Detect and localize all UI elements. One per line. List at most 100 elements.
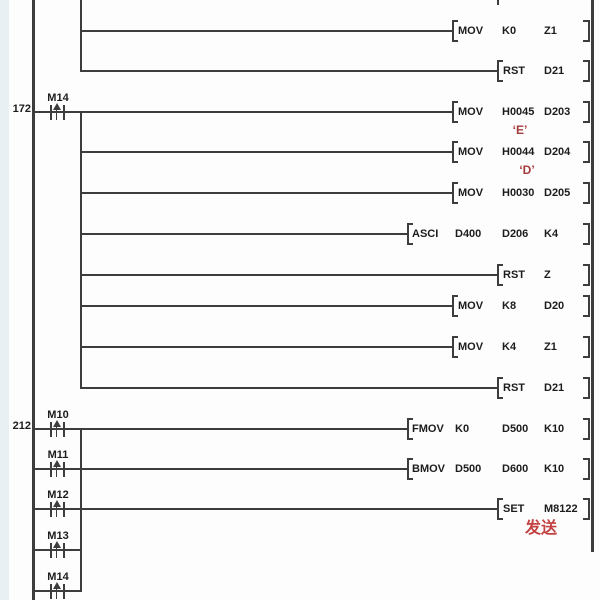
instruction-operand: K4	[544, 228, 559, 240]
instruction-operand: K4	[502, 341, 517, 353]
contact-m10[interactable]: M10	[28, 409, 88, 439]
open-bracket	[452, 336, 454, 358]
pulse-up-arrow-icon	[52, 460, 61, 467]
close-bracket-serif-bottom	[582, 438, 590, 440]
rung-wire	[80, 192, 453, 194]
instruction-operand: K8	[502, 300, 517, 312]
contact-bar-left	[50, 502, 52, 517]
contact-label: M11	[47, 449, 69, 461]
pulse-arrow-stem	[55, 506, 58, 517]
close-bracket-serif-top	[582, 223, 590, 225]
close-bracket-serif-bottom	[582, 121, 590, 123]
open-bracket-serif-top	[497, 264, 503, 266]
open-bracket	[497, 377, 499, 399]
instruction-name: MOV	[458, 146, 484, 158]
instruction-name: FMOV	[412, 423, 444, 435]
close-bracket	[588, 182, 590, 204]
open-bracket-serif-bottom	[407, 243, 413, 245]
open-bracket	[407, 418, 409, 440]
close-bracket-serif-top	[582, 264, 590, 266]
close-bracket	[588, 377, 590, 399]
contact-m14[interactable]: M14	[28, 571, 88, 600]
contact-bar-left	[50, 584, 52, 599]
contact-bar-left	[50, 462, 52, 477]
instruction-name: ASCI	[412, 228, 439, 240]
device-annotation: ‘E’	[512, 123, 528, 138]
open-bracket-serif-bottom	[452, 202, 458, 204]
open-bracket-serif-top	[452, 141, 458, 143]
rung-wire	[32, 428, 408, 430]
instruction-name: MOV	[458, 187, 484, 199]
close-bracket-serif-bottom	[582, 202, 590, 204]
contact-bar-left	[50, 422, 52, 437]
contact-label: M13	[47, 530, 69, 542]
open-bracket-serif-bottom	[452, 161, 458, 163]
open-bracket	[497, 498, 499, 520]
close-bracket-serif-bottom	[582, 478, 590, 480]
rung-wire	[80, 346, 453, 348]
pulse-arrow-stem	[55, 588, 58, 599]
close-bracket	[588, 141, 590, 163]
contact-bar-right	[62, 543, 65, 558]
close-bracket	[588, 20, 590, 42]
contact-m14[interactable]: M14	[28, 92, 88, 122]
contact-label: M12	[47, 489, 69, 501]
rung-wire	[32, 508, 498, 510]
pulse-up-arrow-icon	[52, 582, 61, 589]
right-power-rail	[591, 0, 594, 552]
instruction-name: BMOV	[412, 463, 445, 475]
contact-bar-left	[50, 543, 52, 558]
rung-wire	[80, 233, 408, 235]
instruction-name: RST	[503, 65, 525, 77]
instruction-operand: D500	[455, 463, 482, 475]
contact-m11[interactable]: M11	[28, 449, 88, 479]
open-bracket-serif-top	[452, 182, 458, 184]
open-bracket-serif-top	[407, 418, 413, 420]
close-bracket-serif-top	[582, 101, 590, 103]
instruction-name: MOV	[458, 25, 484, 37]
instruction-name: MOV	[458, 106, 484, 118]
instruction-operand: D204	[544, 146, 571, 158]
open-bracket	[407, 223, 409, 245]
left-bus-rail	[32, 0, 35, 600]
rung-wire	[80, 151, 453, 153]
close-bracket-serif-bottom	[582, 161, 590, 163]
open-bracket-serif-bottom	[497, 518, 503, 520]
open-bracket-serif-bottom	[407, 478, 413, 480]
contact-bar-right	[62, 462, 65, 477]
instruction-operand: K0	[455, 423, 470, 435]
contact-m12[interactable]: M12	[28, 489, 88, 519]
close-bracket	[588, 418, 590, 440]
instruction-operand: H0044	[502, 146, 535, 158]
close-bracket	[588, 498, 590, 520]
close-bracket-serif-bottom	[582, 315, 590, 317]
instruction-operand: D21	[544, 65, 565, 77]
open-bracket	[452, 101, 454, 123]
close-bracket-serif-top	[582, 336, 590, 338]
branch-vertical-212	[80, 428, 82, 592]
device-annotation: ‘D’	[519, 163, 535, 178]
close-bracket	[588, 264, 590, 286]
instruction-operand: H0030	[502, 187, 535, 199]
close-bracket-serif-top	[582, 182, 590, 184]
canvas-left-margin-strip	[0, 0, 9, 600]
contact-m13[interactable]: M13	[28, 530, 88, 560]
close-bracket	[588, 336, 590, 358]
instruction-operand: D600	[502, 463, 529, 475]
contact-label: M14	[47, 571, 69, 583]
contact-label: M10	[47, 409, 69, 421]
contact-bar-right	[62, 422, 65, 437]
open-bracket-serif-top	[452, 20, 458, 22]
instruction-operand: K10	[544, 423, 565, 435]
close-bracket-serif-bottom	[582, 243, 590, 245]
open-bracket-serif-top	[497, 377, 503, 379]
contact-bar-right	[62, 502, 65, 517]
instruction-name: SET	[503, 503, 525, 515]
pulse-up-arrow-icon	[52, 420, 61, 427]
open-bracket	[452, 141, 454, 163]
open-bracket-serif-bottom	[407, 438, 413, 440]
contact-label: M14	[47, 92, 69, 104]
close-bracket	[588, 223, 590, 245]
close-bracket-serif-top	[582, 418, 590, 420]
